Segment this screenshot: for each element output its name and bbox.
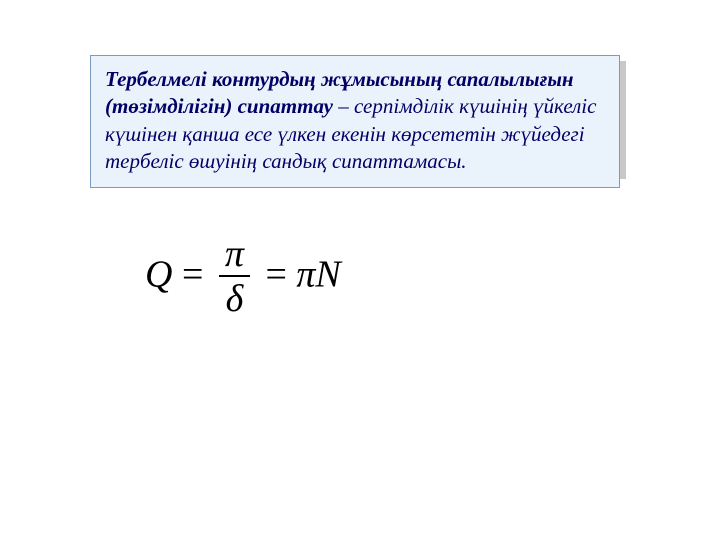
formula-rhs-N: N: [315, 254, 340, 296]
fraction-numerator: π: [219, 235, 250, 277]
definition-separator: –: [333, 94, 354, 118]
formula-equation: Q = π δ = πN: [145, 235, 341, 321]
definition-text: Тербелмелі контурдың жұмысының сапалылығ…: [105, 66, 605, 175]
fraction-denominator: δ: [219, 277, 250, 321]
formula-fraction: π δ: [219, 235, 250, 321]
equals-sign-2: =: [265, 254, 286, 296]
formula-rhs-pi: π: [296, 254, 315, 296]
definition-box: Тербелмелі контурдың жұмысының сапалылығ…: [90, 55, 620, 188]
formula-lhs: Q: [145, 254, 172, 296]
equals-sign-1: =: [182, 254, 203, 296]
